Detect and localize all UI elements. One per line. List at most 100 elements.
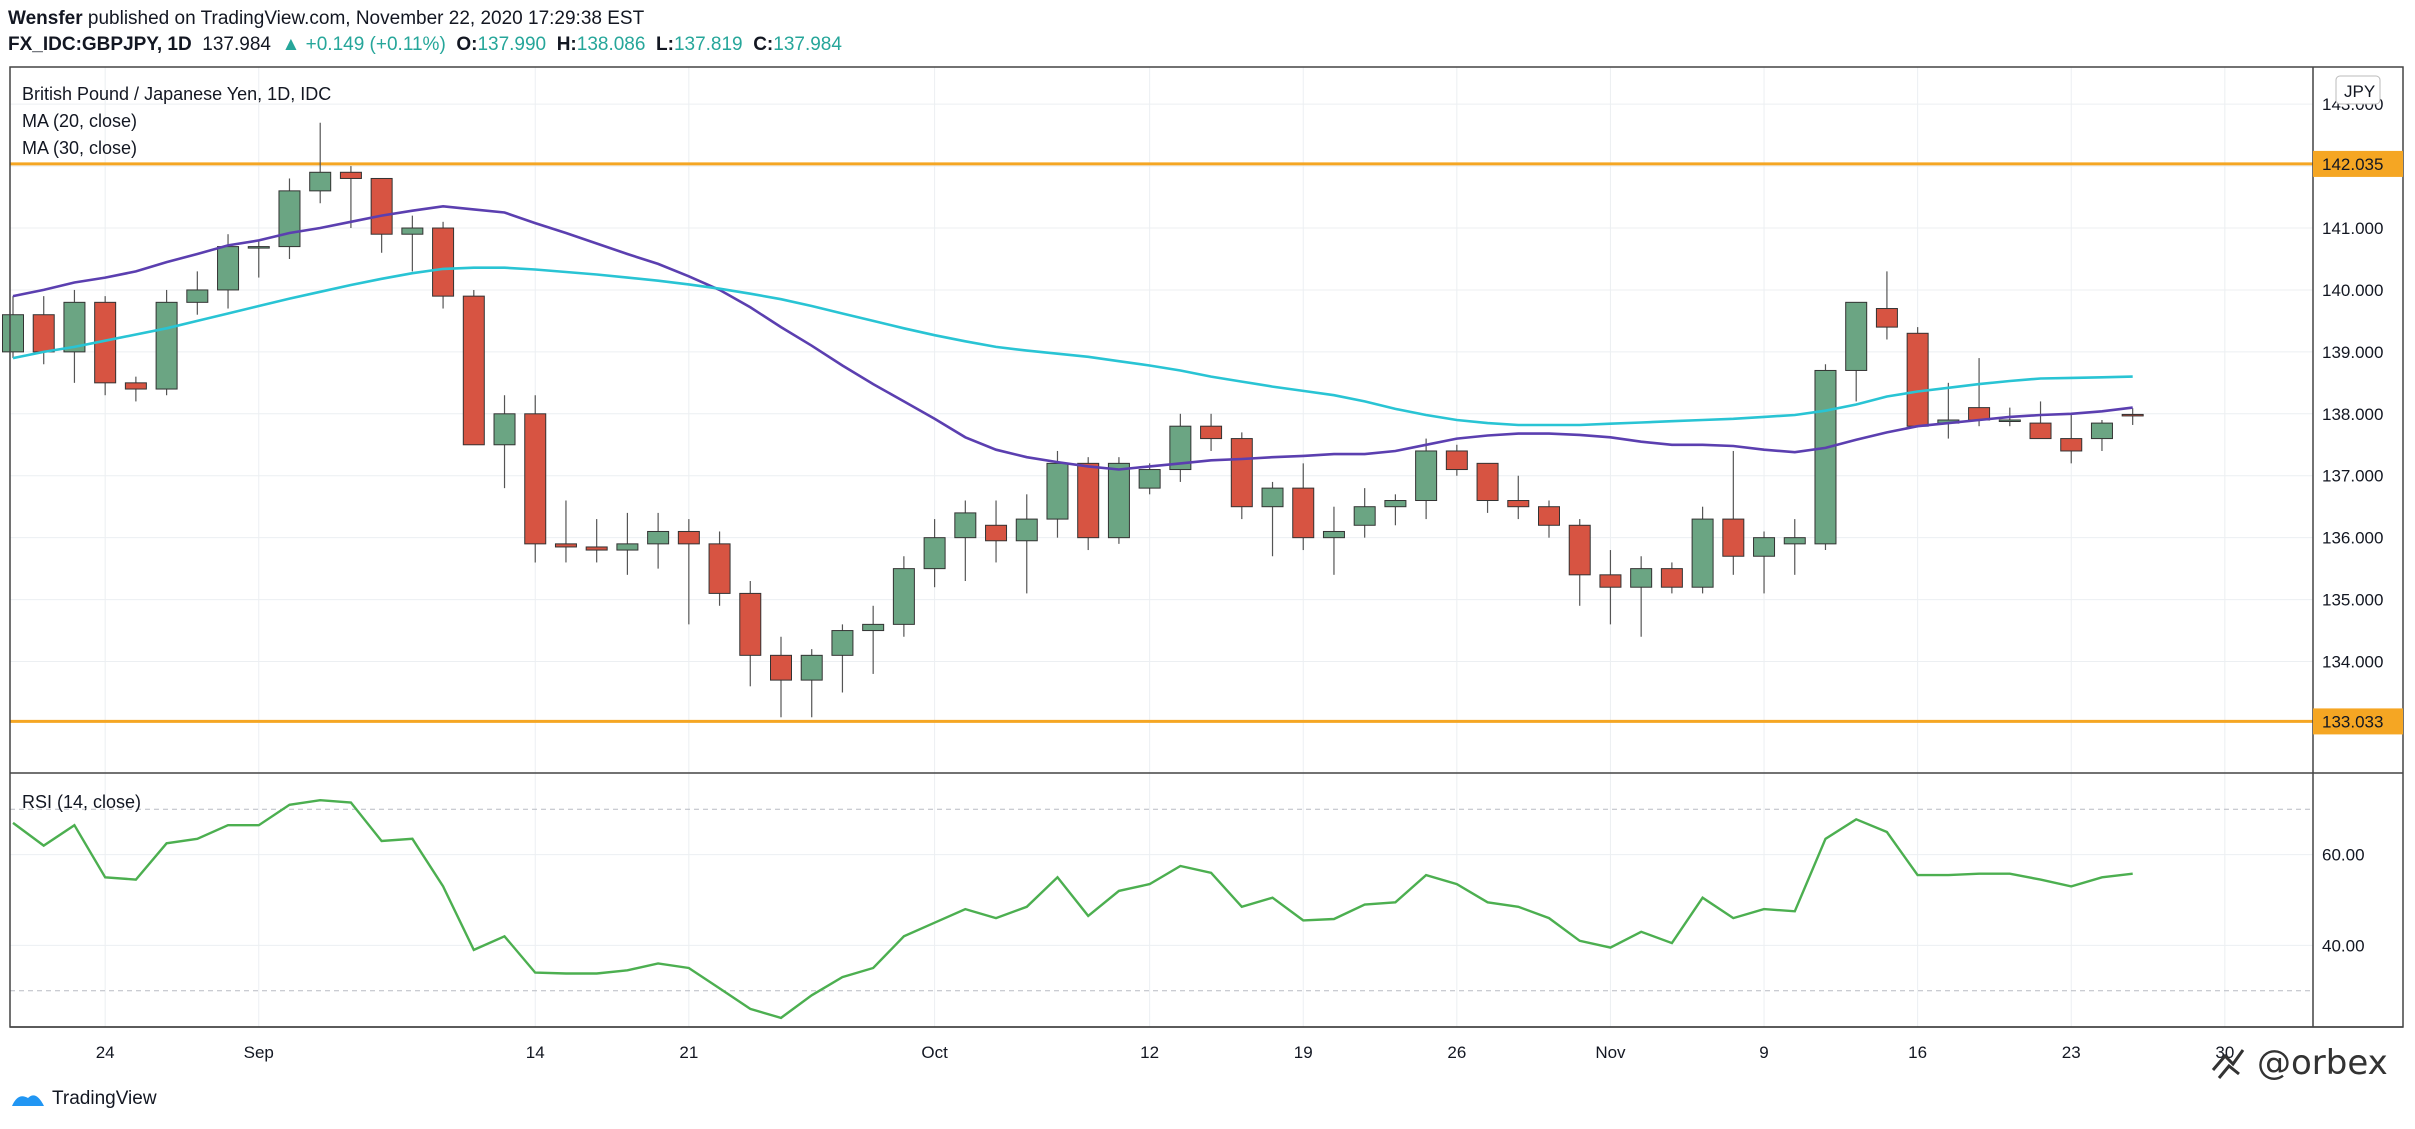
price-tick-label: 135.000 [2322,591,2383,610]
legend-ma30: MA (30, close) [22,138,137,158]
price-tick-label: 140.000 [2322,281,2383,300]
candle-body [1691,518,1714,588]
candle-body [1261,487,1284,508]
candle-body [1722,518,1745,557]
chart-frame [9,66,2404,1028]
chart-header: Wensfer published on TradingView.com, No… [8,6,842,58]
price-tick-label: 136.000 [2322,529,2383,548]
close-label: C: [753,34,774,55]
candle-body [1046,462,1069,520]
candle-body [432,227,455,297]
candle-body [2090,422,2113,440]
candle-body [524,413,547,545]
candle-body [1292,487,1315,539]
candle-body [1660,568,1683,588]
low-value: 137.819 [673,34,743,55]
rsi-pane[interactable] [10,798,2313,1020]
candle-body [462,295,485,446]
candle-body [401,227,424,235]
candle-body [2060,438,2083,452]
candle-body [1630,568,1653,588]
rsi-axis[interactable]: 60.00 40.00 [2322,846,2365,956]
tradingview-icon [12,1095,44,1106]
time-tick-label: 23 [2062,1043,2081,1062]
candle-body [800,654,823,681]
rsi-tick-label: 60.00 [2322,846,2365,865]
candle-body [708,543,731,594]
open-label: O: [456,34,478,55]
level-price-badge [2313,150,2403,177]
candle-body [1015,518,1038,542]
author-name[interactable]: Wensfer [8,8,83,29]
candle-body [554,543,577,548]
candle-body [954,512,977,539]
tradingview-logo[interactable]: TradingView [10,1088,157,1110]
level-price-badge [2313,708,2403,735]
ma30-line [12,266,2133,427]
close-value: 137.984 [773,34,842,55]
orbex-logo-icon [2211,1049,2245,1079]
price-pane[interactable] [2,122,2314,723]
ma20-line [12,204,2133,471]
level-price-label: 133.033 [2322,712,2383,731]
currency-label: JPY [2344,82,2375,101]
candle-body [1322,530,1345,539]
candle-body [309,171,332,192]
watermark-text: @orbex [2257,1043,2388,1083]
candle-body [2,314,24,353]
time-tick-label: 26 [1447,1043,1466,1062]
time-tick-label: 16 [1908,1043,1927,1062]
time-tick-label: 9 [1759,1043,1768,1062]
candle-body [1169,425,1192,471]
candle-body [585,546,608,551]
low-label: L: [656,34,674,55]
price-axis[interactable]: 143.000142.000141.000140.000139.000138.0… [2313,95,2403,735]
candle-body [923,537,946,570]
symbol-label[interactable]: FX_IDC:GBPJPY, 1D [8,34,192,55]
high-value: 138.086 [576,34,646,55]
publish-info: published on TradingView.com, November 2… [87,8,645,29]
candle-body [1507,500,1530,508]
candle-body [1230,438,1253,508]
candle-body [186,289,209,303]
candle-body [770,654,792,681]
candle-body [616,543,639,551]
candle-body [1845,301,1868,371]
candle-body [124,382,147,390]
candle-body [1353,506,1376,526]
candle-body [892,568,915,625]
open-value: 137.990 [477,34,547,55]
price-tick-label: 137.000 [2322,467,2383,486]
grid-lines [10,67,2313,1027]
candle-body [370,177,393,235]
candle-body [63,301,86,353]
rsi-tick-label: 40.00 [2322,936,2365,955]
currency-badge[interactable] [2335,75,2381,105]
legend-rsi: RSI (14, close) [22,792,141,812]
time-axis[interactable]: 24 Sep 14 21 Oct 12 19 26 Nov 9 16 23 30 [96,1043,2235,1062]
candle-body [32,314,55,353]
candle-body [985,524,1008,542]
time-tick-label: Oct [921,1043,948,1062]
candle-body [831,630,854,656]
candle-body [1814,369,1837,545]
candle-body [1200,425,1223,440]
price-tick-label: 139.000 [2322,343,2383,362]
time-tick-label: 19 [1294,1043,1313,1062]
candle-body [1599,574,1622,588]
level-price-label: 142.035 [2322,155,2383,174]
price-tick-label: 141.000 [2322,219,2383,238]
candle-body [1875,308,1898,328]
price-change: ▲ +0.149 (+0.11%) [281,34,446,55]
candle-body [647,530,670,545]
brand-name: TradingView [52,1088,157,1109]
time-tick-label: 12 [1140,1043,1159,1062]
candle-body [247,246,270,249]
candle-body [1998,419,2021,422]
time-tick-label: 21 [679,1043,698,1062]
candle-body [155,301,178,390]
last-price: 137.984 [202,34,271,55]
candle-body [1476,462,1499,502]
candle-body [1384,500,1407,508]
